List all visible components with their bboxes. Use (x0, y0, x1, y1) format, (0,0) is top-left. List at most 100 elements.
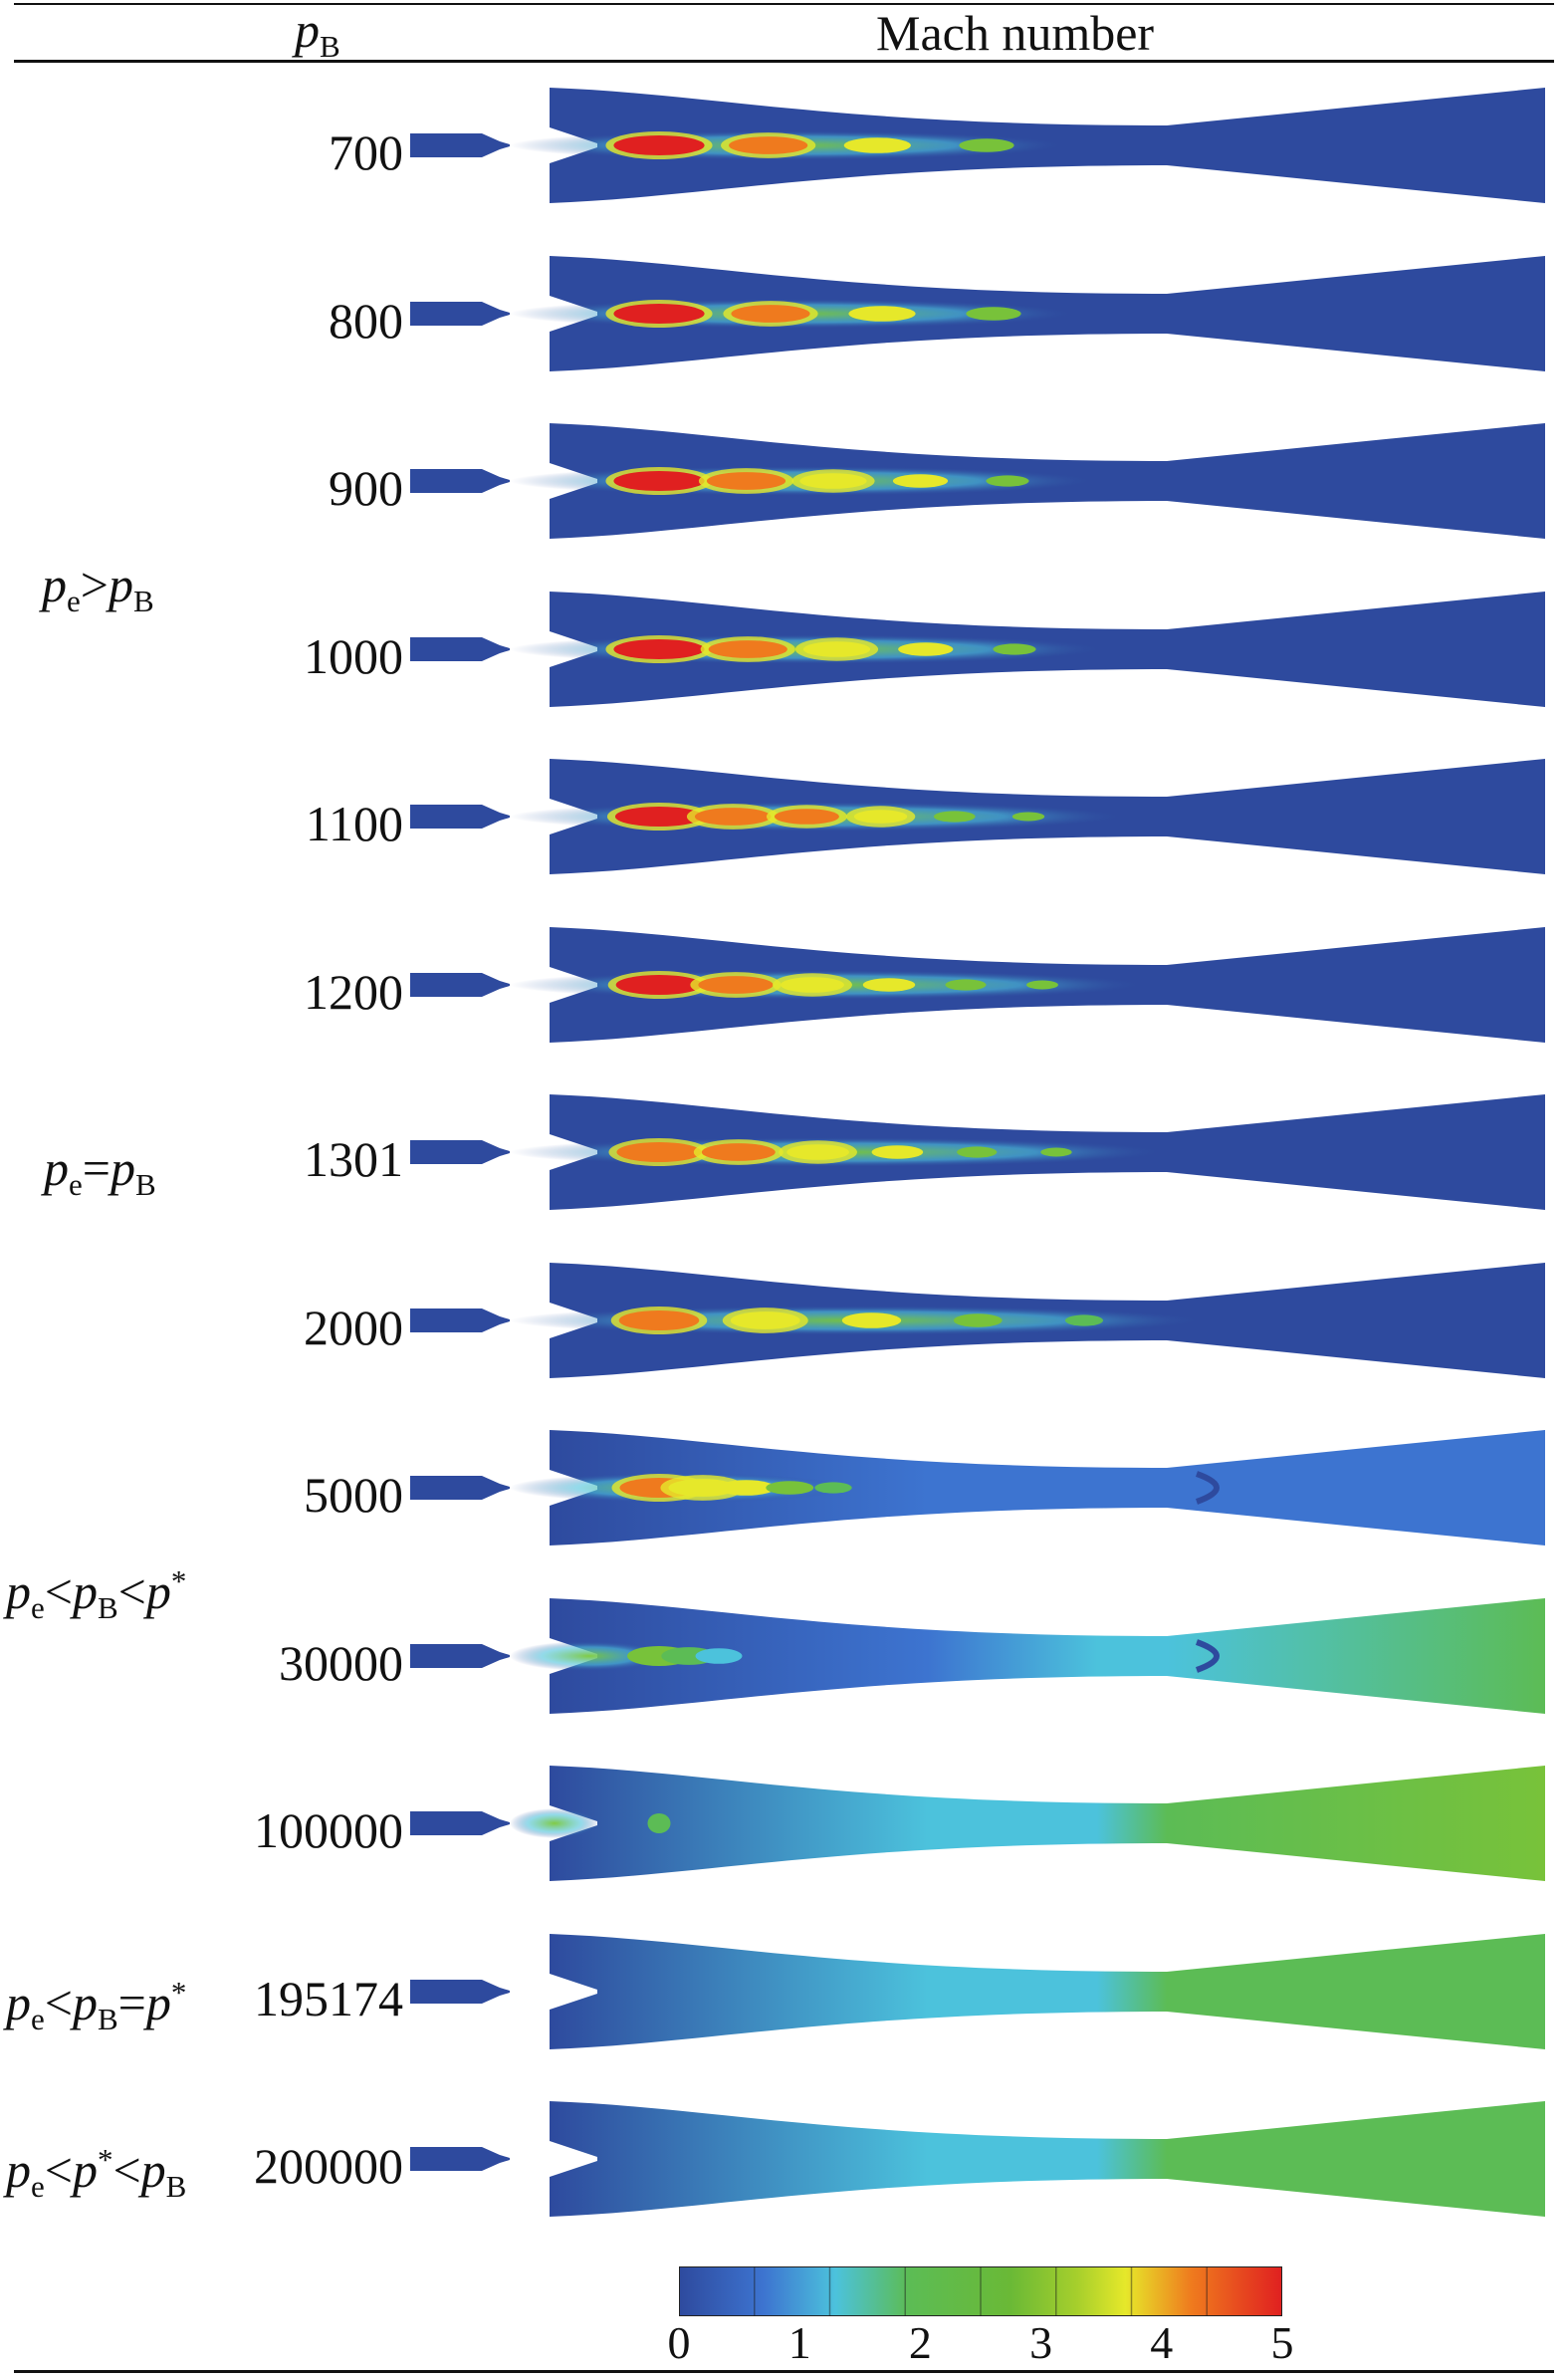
shock-cell (871, 1145, 924, 1159)
shock-cell (766, 1481, 814, 1495)
shock-cell (668, 1479, 738, 1497)
pb-value: 1000 (304, 627, 403, 684)
colorbar-tick-label: 3 (1029, 2317, 1053, 2368)
shock-cell (613, 135, 705, 155)
mach-contour (410, 88, 1545, 203)
shock-cell (814, 1482, 852, 1494)
shock-cell (717, 1480, 776, 1496)
shock-cell (730, 1310, 800, 1329)
colorbar-tick-label: 1 (787, 2317, 811, 2368)
shock-cell (1026, 980, 1058, 989)
normal-shock (1195, 1471, 1220, 1505)
shock-cell (953, 1312, 1003, 1327)
mach-contour (410, 759, 1545, 874)
shock-cell (993, 642, 1036, 655)
shock-cell (613, 471, 705, 491)
mixing-chamber (550, 1766, 1545, 1881)
shock-cell (774, 809, 839, 825)
shock-cell (853, 810, 908, 824)
nozzle (410, 469, 510, 493)
nozzle (410, 1643, 510, 1668)
nozzle (410, 133, 510, 157)
shock-cell (898, 641, 954, 656)
mach-contour (410, 1262, 1545, 1378)
mach-contour (410, 1597, 1545, 1714)
colorbar-tick-label: 5 (1270, 2317, 1294, 2368)
shock-cell (781, 976, 844, 993)
pb-value: 1100 (305, 796, 403, 851)
sim-row: 100000 (0, 1766, 1568, 1895)
regime-pe-lt-pb-lt-pstar: pe<pB<p* (6, 1563, 187, 1625)
mach-contour (410, 1094, 1545, 1210)
pb-value: 800 (329, 292, 403, 349)
regime-pe-eq-pb: pe=pB (44, 1140, 156, 1202)
sim-row: 195174 (0, 1933, 1568, 2063)
bottom-rule (14, 2370, 1554, 2373)
sim-row: 5000 (0, 1430, 1568, 1559)
sim-row: 1200 (0, 926, 1568, 1057)
shock-cell (933, 811, 976, 823)
mach-contour (410, 423, 1545, 539)
mach-contour (410, 1430, 1545, 1546)
pb-value: 5000 (304, 1467, 403, 1523)
shock-cell (892, 474, 949, 488)
shock-cell (729, 136, 808, 154)
nozzle (410, 1811, 510, 1835)
pb-value: 2000 (304, 1299, 403, 1355)
shock-cell (731, 304, 810, 323)
shock-cell (848, 305, 916, 322)
pb-value: 1200 (304, 963, 403, 1020)
sim-row: 800 (0, 255, 1568, 385)
header-pb: pB (295, 2, 340, 64)
jet-plume (510, 1640, 669, 1671)
nozzle (410, 1476, 510, 1500)
mixing-chamber (550, 2101, 1545, 2217)
nozzle (410, 1308, 510, 1332)
regime-pe-lt-pb-eq-pstar: pe<pB=p* (6, 1975, 187, 2036)
sim-row: 1301 (0, 1094, 1568, 1224)
nozzle (410, 301, 510, 326)
shock-cell (802, 640, 871, 657)
mixing-chamber (550, 1933, 1545, 2049)
shock-cell (966, 306, 1021, 321)
pb-value: 100000 (254, 1802, 403, 1858)
pb-value: 1301 (304, 1131, 403, 1187)
shock-cell (799, 473, 867, 489)
shock-cell (786, 1144, 849, 1160)
mach-colorbar (679, 2266, 1282, 2316)
pb-value: 195174 (254, 1970, 403, 2026)
sim-row: 1000 (0, 591, 1568, 721)
shock-cell (957, 1146, 998, 1158)
colorbar-tick-label: 4 (1150, 2317, 1174, 2368)
mach-contour (410, 926, 1545, 1043)
colorbar-tick-label: 2 (908, 2317, 932, 2368)
pb-value: 30000 (279, 1634, 403, 1691)
colorbar-tick-label: 0 (667, 2317, 691, 2368)
shock-cell (695, 1647, 743, 1664)
nozzle (410, 1979, 510, 2004)
shock-cell (647, 1813, 671, 1833)
nozzle (410, 972, 510, 997)
nozzle (410, 636, 510, 661)
shock-cell (616, 1142, 702, 1162)
nozzle (410, 2147, 510, 2171)
shock-cell (986, 475, 1029, 487)
shock-cell (698, 975, 774, 994)
sim-row: 1100 (0, 759, 1568, 888)
sim-row: 900 (0, 423, 1568, 553)
shock-cell (615, 974, 703, 995)
sim-row: 700 (0, 88, 1568, 217)
sim-row: 30000 (0, 1597, 1568, 1728)
shock-cell (841, 1311, 902, 1328)
mixing-chamber (550, 1430, 1545, 1546)
shock-cell (1011, 812, 1045, 822)
shock-cell (843, 137, 911, 153)
mach-contour (410, 1933, 1545, 2049)
regime-pe-lt-pstar-lt-pb: pe<p*<pB (6, 2142, 187, 2204)
top-rule (14, 3, 1554, 5)
pb-value: 900 (329, 460, 403, 516)
shock-cell (708, 639, 787, 658)
pb-value: 200000 (254, 2138, 403, 2194)
nozzle (410, 805, 510, 829)
mixing-chamber (550, 1597, 1545, 1714)
